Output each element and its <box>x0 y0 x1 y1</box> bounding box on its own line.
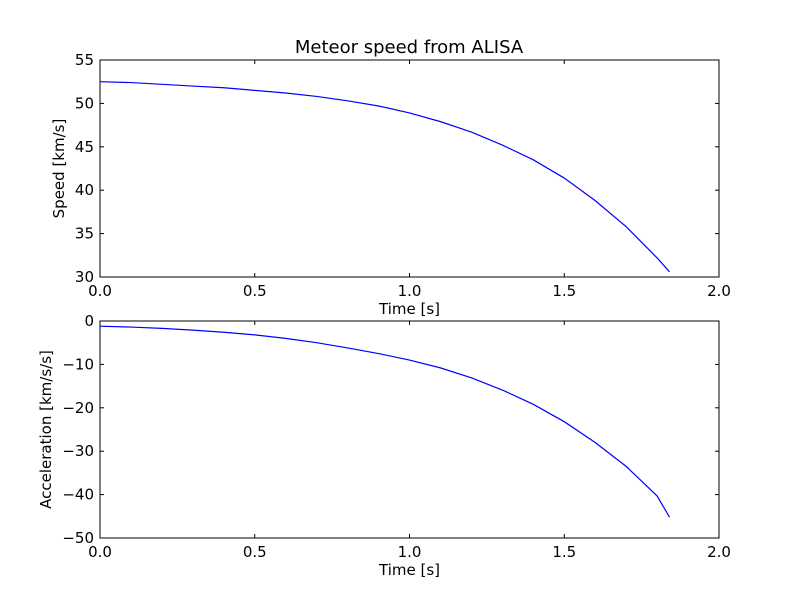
chart-2-y-tick-label: −10 <box>62 355 94 373</box>
chart-1-y-tick-label: 35 <box>75 225 94 243</box>
chart-1-x-tick-label: 0.0 <box>88 282 112 300</box>
chart-1-x-tick-label: 0.5 <box>243 282 267 300</box>
chart-2-y-tick-label: −40 <box>62 486 94 504</box>
chart-2-plot-frame <box>99 320 720 539</box>
chart-1-series-1-line <box>99 81 670 273</box>
chart-2-y-tick-label: 0 <box>84 312 94 330</box>
chart-2-series-1-line <box>99 325 670 518</box>
chart-1-y-tick-label: 40 <box>75 181 94 199</box>
chart-2-x-tick-label: 0.5 <box>243 543 267 561</box>
chart-1-plot-frame <box>99 59 720 278</box>
chart-1-x-tick-label: 1.0 <box>398 282 422 300</box>
chart-2-y-tick-label: −50 <box>62 529 94 547</box>
chart-2-x-tick-label: 1.0 <box>398 543 422 561</box>
chart-1-x-tick-label: 1.5 <box>552 282 576 300</box>
chart-2-axes: 0.0 0.5 1.0 1.5 2.0 −50 −40 −30 −20 −10 0 Time [s] A… <box>37 312 731 579</box>
chart-1-y-tick-label: 30 <box>75 268 94 286</box>
chart-1-y-tick-label: 50 <box>75 94 94 112</box>
chart-title: Meteor speed from ALISA <box>295 37 524 58</box>
chart-1-axes: 0.0 0.5 1.0 1.5 2.0 30 35 40 45 50 55 Time [s] Speed… <box>50 51 731 318</box>
chart-2-x-axis-label: Time [s] <box>378 561 440 579</box>
chart-2-x-tick-label: 0.0 <box>88 543 112 561</box>
chart-2-x-tick-label: 2.0 <box>707 543 731 561</box>
chart-2-y-tick-label: −20 <box>62 399 94 417</box>
chart-2-x-tick-label: 1.5 <box>552 543 576 561</box>
chart-2-y-tick-label: −30 <box>62 442 94 460</box>
chart-1-y-axis-label: Speed [km/s] <box>50 119 68 219</box>
chart-1-y-tick-label: 45 <box>75 138 94 156</box>
chart-2-y-axis-label: Acceleration [km/s/s] <box>37 350 55 509</box>
chart-1-x-axis-label: Time [s] <box>378 300 440 318</box>
chart-1-y-tick-label: 55 <box>75 51 94 69</box>
chart-1-x-tick-label: 2.0 <box>707 282 731 300</box>
